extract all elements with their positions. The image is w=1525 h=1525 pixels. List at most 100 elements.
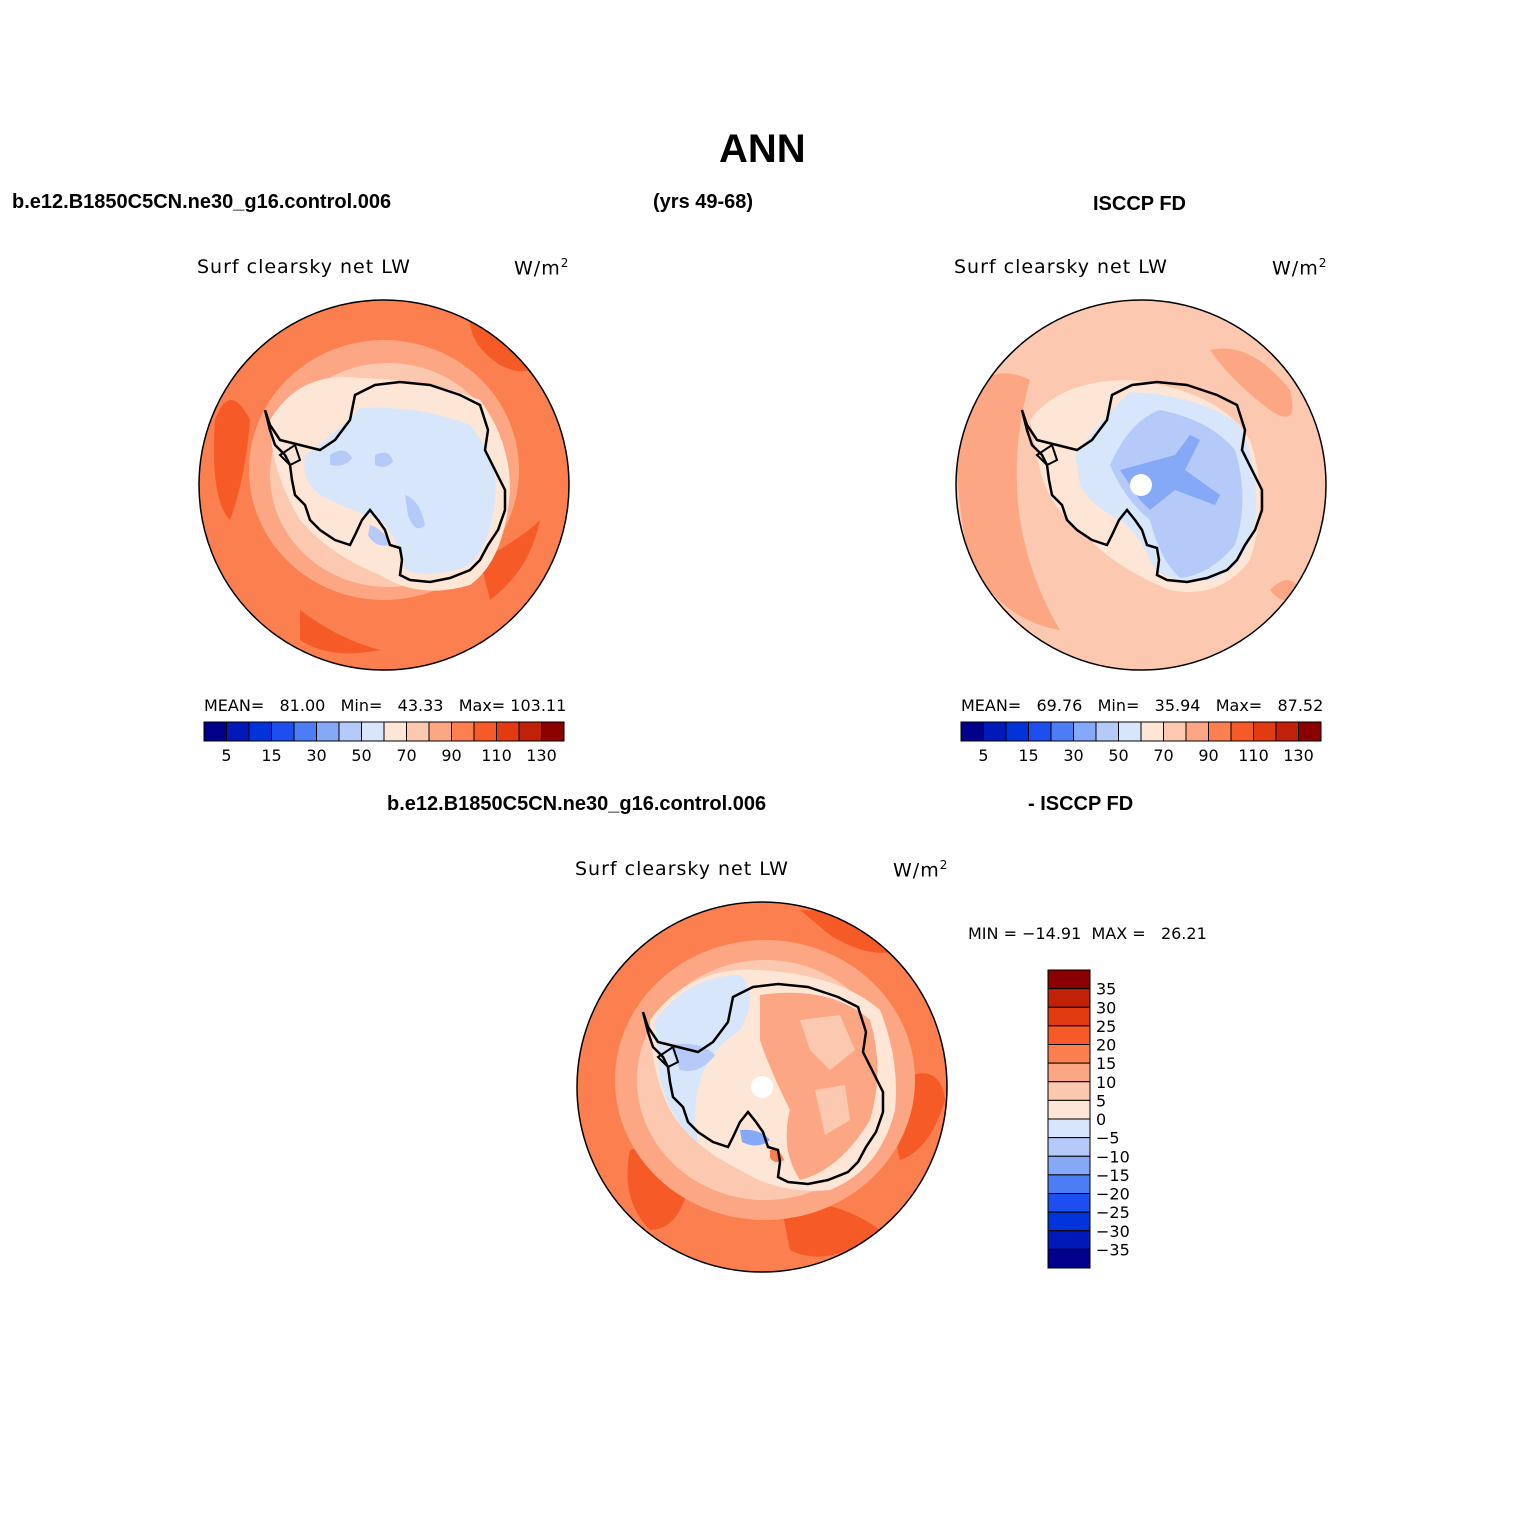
colorbar-box (1095, 721, 1119, 742)
colorbar-box (1208, 721, 1232, 742)
years-label: (yrs 49-68) (653, 191, 754, 213)
colorbar-box (203, 721, 227, 742)
colorbar-label: 70 (396, 746, 416, 765)
figure-title: ANN (719, 127, 806, 171)
colorbar-label: 130 (1283, 746, 1314, 765)
colorbar-label: −25 (1096, 1203, 1130, 1222)
colorbar-box (518, 721, 542, 742)
map-obs (955, 299, 1327, 671)
colorbar-box (473, 721, 497, 742)
colorbar-box (271, 721, 295, 742)
colorbar-label: 130 (526, 746, 557, 765)
diff-obs-name: - ISCCP FD (1028, 793, 1134, 815)
colorbar-label: −35 (1096, 1240, 1130, 1259)
colorbar-box (293, 721, 317, 742)
colorbar-label: 90 (441, 746, 461, 765)
panel1-variable: Surf clearsky net LW (197, 256, 411, 278)
colorbar-box (1253, 721, 1277, 742)
colorbar-box (428, 721, 452, 742)
colorbar-box (1047, 1006, 1091, 1027)
colorbar-label: 0 (1096, 1110, 1106, 1129)
colorbar-label: 30 (1096, 998, 1116, 1017)
colorbar-label: 30 (306, 746, 326, 765)
map-model (198, 299, 570, 671)
colorbar-box (1047, 1118, 1091, 1139)
colorbar-label: 20 (1096, 1036, 1116, 1055)
colorbar-box (451, 721, 475, 742)
colorbar-label: 90 (1198, 746, 1218, 765)
colorbar-label: 25 (1096, 1017, 1116, 1036)
colorbar-box (383, 721, 407, 742)
colorbar-box (1047, 1044, 1091, 1064)
colorbar-box (496, 721, 520, 742)
panel2-units: W/m2 (1272, 256, 1328, 280)
colorbar-box (1047, 1137, 1091, 1157)
colorbar-label: −20 (1096, 1185, 1130, 1204)
colorbar-label: 10 (1096, 1073, 1116, 1092)
diff-case-name: b.e12.B1850C5CN.ne30_g16.control.006 (387, 793, 767, 815)
panel3-stats: MIN = −14.91 MAX = 26.21 (968, 924, 1207, 943)
colorbar-box (1047, 1211, 1091, 1232)
colorbar-label: 110 (481, 746, 512, 765)
colorbar-box (226, 721, 250, 742)
colorbar-box (1185, 721, 1209, 742)
colorbar-box (1047, 1193, 1091, 1213)
colorbar-box (1047, 1062, 1091, 1083)
colorbar-label: −5 (1096, 1129, 1120, 1148)
colorbar-box (1047, 1248, 1091, 1269)
colorbar-label: 15 (1096, 1054, 1116, 1073)
colorbar-label: 50 (1108, 746, 1128, 765)
map-diff (576, 901, 948, 1273)
colorbar-box (1298, 721, 1322, 742)
colorbar-label: 110 (1238, 746, 1269, 765)
colorbar-box (983, 721, 1007, 742)
colorbar-label: 30 (1063, 746, 1083, 765)
colorbar-box (960, 721, 984, 742)
colorbar-box (1047, 1155, 1091, 1176)
colorbar-label: 70 (1153, 746, 1173, 765)
colorbar-box (1047, 1099, 1091, 1120)
colorbar-box (1140, 721, 1164, 742)
colorbar-box (338, 721, 362, 742)
panel2-stats: MEAN= 69.76 Min= 35.94 Max= 87.52 (961, 696, 1324, 715)
colorbar-label: 35 (1096, 980, 1116, 999)
panel3-variable: Surf clearsky net LW (575, 858, 789, 880)
colorbar-box (1047, 969, 1091, 990)
colorbar-box (1050, 721, 1074, 742)
colorbar-box (1005, 721, 1029, 742)
colorbar-box (1047, 1081, 1091, 1101)
panel1-units: W/m2 (514, 256, 570, 280)
colorbar-label: 5 (978, 746, 988, 765)
colorbar-box (1047, 1174, 1091, 1194)
colorbar-box (1118, 721, 1142, 742)
panel3-units: W/m2 (893, 858, 949, 882)
colorbar-box (1073, 721, 1097, 742)
panel1-stats: MEAN= 81.00 Min= 43.33 Max= 103.11 (204, 696, 567, 715)
colorbar-label: −10 (1096, 1147, 1130, 1166)
colorbar-label: −15 (1096, 1166, 1130, 1185)
colorbar-box (316, 721, 340, 742)
colorbar-box (1230, 721, 1254, 742)
panel2-variable: Surf clearsky net LW (954, 256, 1168, 278)
colorbar-box (1275, 721, 1299, 742)
colorbar-label: 15 (1018, 746, 1038, 765)
colorbar-label: −30 (1096, 1222, 1130, 1241)
colorbar-box (541, 721, 565, 742)
colorbar-box (248, 721, 272, 742)
colorbar-label: 5 (1096, 1091, 1106, 1110)
colorbar-model: 5 15 30 50 70 90 110 130 (203, 721, 565, 765)
colorbar-box (1028, 721, 1052, 742)
colorbar-label: 5 (221, 746, 231, 765)
case-name: b.e12.B1850C5CN.ne30_g16.control.006 (12, 191, 392, 213)
colorbar-box (1047, 988, 1091, 1008)
colorbar-label: 50 (351, 746, 371, 765)
colorbar-box (1047, 1025, 1091, 1045)
colorbar-box (1047, 1230, 1091, 1250)
colorbar-box (361, 721, 385, 742)
colorbar-box (1163, 721, 1187, 742)
colorbar-box (406, 721, 430, 742)
colorbar-label: 15 (261, 746, 281, 765)
colorbar-obs: 5 15 30 50 70 90 110 130 (960, 721, 1322, 765)
